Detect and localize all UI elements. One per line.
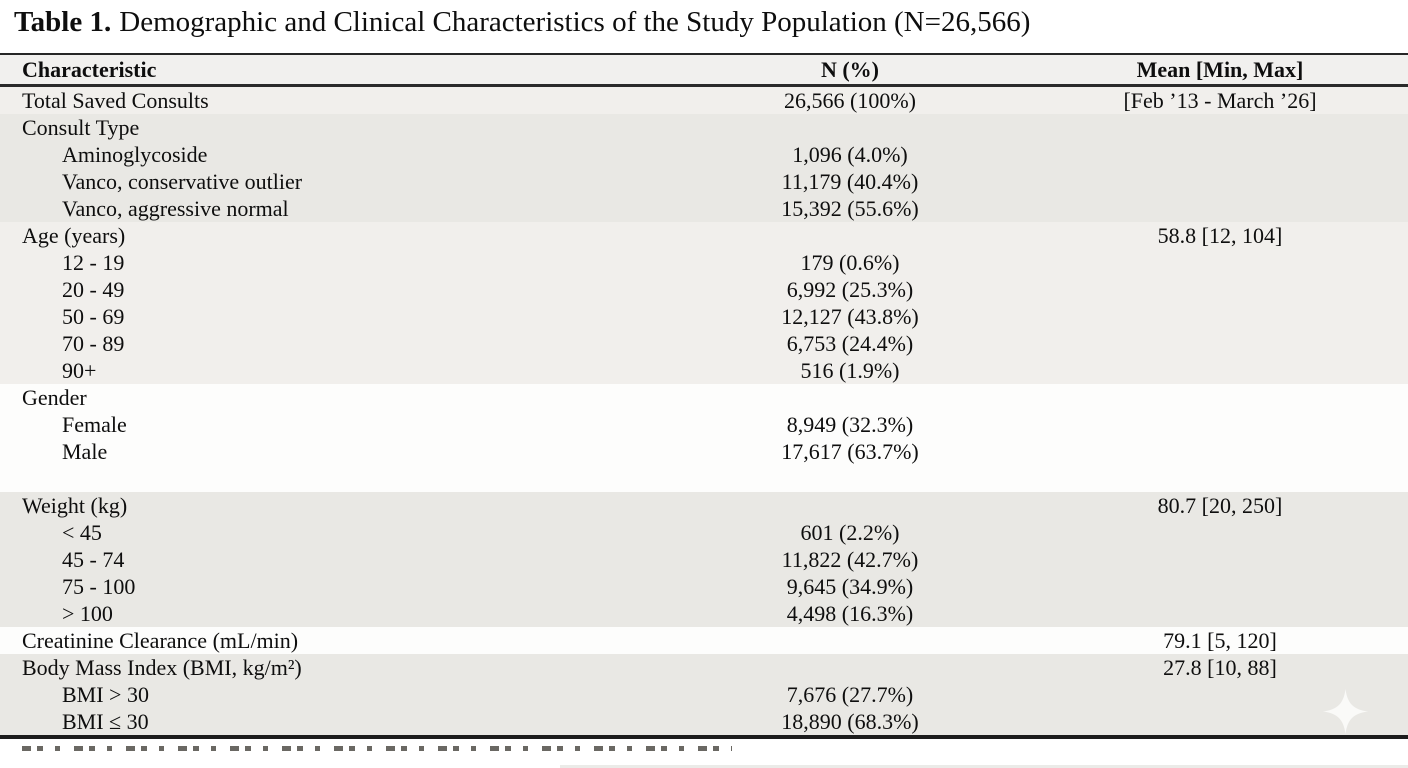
- table-row: 70 - 89 6,753 (24.4%): [0, 330, 1408, 357]
- table-row: Vanco, conservative outlier 11,179 (40.4…: [0, 168, 1408, 195]
- table-row: Male 17,617 (63.7%): [0, 438, 1408, 465]
- row-label: Gender: [22, 385, 87, 410]
- row-label: Consult Type: [22, 115, 140, 140]
- row-label: > 100: [62, 601, 113, 626]
- row-n-pct: 516 (1.9%): [800, 358, 900, 383]
- row-label: Vanco, conservative outlier: [62, 169, 303, 194]
- table-title: Table 1. Demographic and Clinical Charact…: [14, 6, 1030, 39]
- sparkle-icon: [1322, 688, 1369, 735]
- row-label: Female: [62, 412, 127, 437]
- row-n-pct: 4,498 (16.3%): [786, 601, 914, 626]
- row-label: Creatinine Clearance (mL/min): [22, 628, 299, 653]
- table-row: Consult Type: [0, 114, 1408, 141]
- table-row: 75 - 100 9,645 (34.9%): [0, 573, 1408, 600]
- row-label: BMI ≤ 30: [62, 709, 149, 734]
- table-row: BMI > 30 7,676 (27.7%): [0, 681, 1408, 708]
- row-n-pct: 17,617 (63.7%): [781, 439, 919, 464]
- table-row: Weight (kg) 80.7 [20, 250]: [0, 492, 1408, 519]
- row-label: Vanco, aggressive normal: [62, 196, 289, 221]
- column-header-n-pct: N (%): [820, 56, 880, 82]
- table-number-label: Table 1.: [14, 6, 112, 38]
- table-row: 50 - 69 12,127 (43.8%): [0, 303, 1408, 330]
- column-header-mean: Mean [Min, Max]: [1136, 56, 1304, 82]
- row-n-pct: 11,822 (42.7%): [781, 547, 919, 572]
- row-label: Weight (kg): [22, 493, 128, 518]
- row-n-pct: 1,096 (4.0%): [792, 142, 908, 167]
- row-mean: [Feb ’13 - March ’26]: [1123, 88, 1317, 113]
- row-n-pct: 11,179 (40.4%): [781, 169, 919, 194]
- row-label: 50 - 69: [62, 304, 125, 329]
- row-label: BMI > 30: [62, 682, 149, 707]
- row-n-pct: 18,890 (68.3%): [781, 709, 919, 734]
- table-body: Total Saved Consults 26,566 (100%) [Feb …: [0, 87, 1408, 735]
- row-label: Male: [62, 439, 108, 464]
- table-row: 45 - 74 11,822 (42.7%): [0, 546, 1408, 573]
- row-n-pct: 6,992 (25.3%): [786, 277, 914, 302]
- row-n-pct: 12,127 (43.8%): [781, 304, 919, 329]
- table-row: [0, 465, 1408, 492]
- clipped-footnote-fragment: [22, 746, 732, 751]
- row-mean: 27.8 [10, 88]: [1163, 655, 1277, 680]
- table-row: Female 8,949 (32.3%): [0, 411, 1408, 438]
- row-label: 12 - 19: [62, 250, 125, 275]
- row-n-pct: 15,392 (55.6%): [781, 196, 919, 221]
- table-title-text: Demographic and Clinical Characteristics…: [119, 6, 1031, 38]
- table-row: Body Mass Index (BMI, kg/m²) 27.8 [10, 8…: [0, 654, 1408, 681]
- table-row: 90+ 516 (1.9%): [0, 357, 1408, 384]
- row-label: 45 - 74: [62, 547, 125, 572]
- row-label: 20 - 49: [62, 277, 125, 302]
- row-n-pct: 179 (0.6%): [800, 250, 900, 275]
- table-header-row: Characteristic N (%) Mean [Min, Max]: [0, 55, 1408, 87]
- table-bottom-rule: [0, 735, 1408, 739]
- table-row: BMI ≤ 30 18,890 (68.3%): [0, 708, 1408, 735]
- row-label: < 45: [62, 520, 102, 545]
- table-row: > 100 4,498 (16.3%): [0, 600, 1408, 627]
- row-n-pct: 601 (2.2%): [800, 520, 900, 545]
- table-row: 12 - 19 179 (0.6%): [0, 249, 1408, 276]
- bottom-edge-artifact: [560, 765, 1408, 768]
- row-n-pct: 9,645 (34.9%): [786, 574, 914, 599]
- column-header-characteristic: Characteristic: [22, 56, 157, 82]
- table-row: < 45 601 (2.2%): [0, 519, 1408, 546]
- row-mean: 58.8 [12, 104]: [1157, 223, 1283, 248]
- table-row: Vanco, aggressive normal 15,392 (55.6%): [0, 195, 1408, 222]
- row-label: 90+: [62, 358, 97, 383]
- row-mean: 80.7 [20, 250]: [1157, 493, 1283, 518]
- table-top-rule: [0, 53, 1408, 55]
- table-row: Creatinine Clearance (mL/min) 79.1 [5, 1…: [0, 627, 1408, 654]
- row-label: Age (years): [22, 223, 126, 248]
- characteristics-table: Characteristic N (%) Mean [Min, Max] Tot…: [0, 53, 1408, 739]
- table-row: 20 - 49 6,992 (25.3%): [0, 276, 1408, 303]
- table-row: Total Saved Consults 26,566 (100%) [Feb …: [0, 87, 1408, 114]
- row-label: Body Mass Index (BMI, kg/m²): [22, 655, 302, 680]
- table-row: Age (years) 58.8 [12, 104]: [0, 222, 1408, 249]
- row-mean: 79.1 [5, 120]: [1163, 628, 1277, 653]
- row-n-pct: 6,753 (24.4%): [786, 331, 914, 356]
- row-label: 70 - 89: [62, 331, 125, 356]
- row-n-pct: 26,566 (100%): [784, 88, 916, 113]
- row-label: Total Saved Consults: [22, 88, 209, 113]
- row-label: 75 - 100: [62, 574, 136, 599]
- row-n-pct: 8,949 (32.3%): [786, 412, 914, 437]
- table-row: Aminoglycoside 1,096 (4.0%): [0, 141, 1408, 168]
- table-row: Gender: [0, 384, 1408, 411]
- row-n-pct: 7,676 (27.7%): [786, 682, 914, 707]
- row-label: Aminoglycoside: [62, 142, 208, 167]
